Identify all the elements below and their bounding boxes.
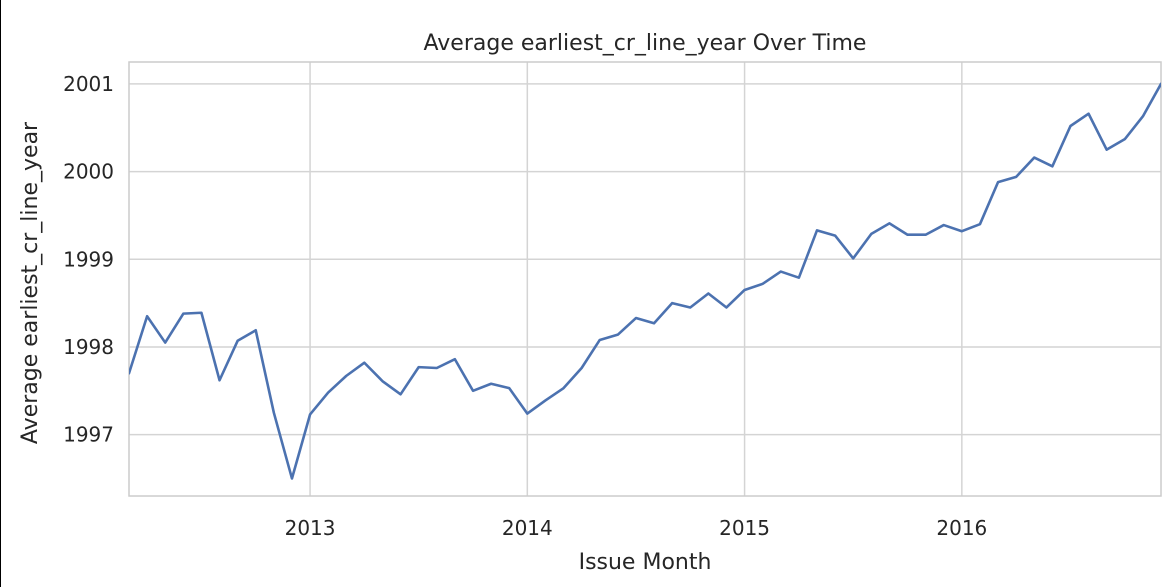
x-axis-label: Issue Month — [579, 550, 712, 575]
y-tick-label: 2000 — [63, 160, 114, 184]
grid — [129, 62, 1161, 496]
y-axis-ticks: 1997 1998 1999 2000 2001 — [63, 72, 114, 447]
series-group — [129, 82, 1161, 480]
x-tick-label: 2015 — [719, 516, 770, 540]
plot-frame — [128, 61, 1162, 497]
y-tick-label: 1998 — [63, 335, 114, 359]
x-tick-label: 2013 — [285, 516, 336, 540]
y-tick-label: 1997 — [63, 423, 114, 447]
x-axis-ticks: 2013 2014 2015 2016 — [285, 516, 988, 540]
y-axis-label: Average earliest_cr_line_year — [18, 121, 43, 444]
y-tick-label: 2001 — [63, 72, 114, 96]
x-tick-label: 2014 — [502, 516, 553, 540]
series-line — [129, 82, 1161, 480]
y-tick-label: 1999 — [63, 247, 114, 271]
chart-title: Average earliest_cr_line_year Over Time — [424, 31, 867, 56]
x-tick-label: 2016 — [936, 516, 987, 540]
axis-spines — [128, 61, 1162, 497]
